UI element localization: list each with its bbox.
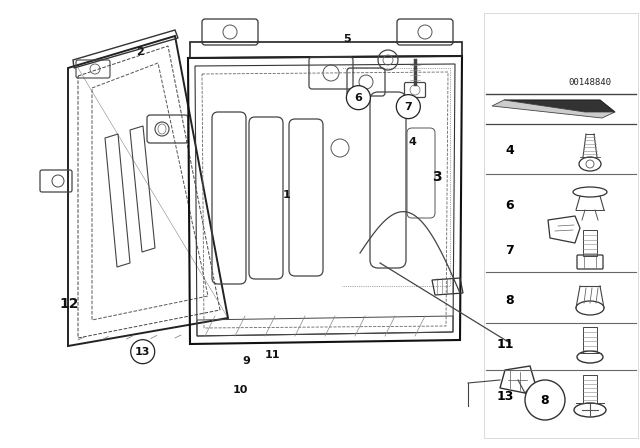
Polygon shape [492, 100, 615, 118]
Text: 5: 5 [343, 34, 351, 44]
Text: 6: 6 [506, 198, 514, 211]
Text: 4: 4 [409, 138, 417, 147]
Text: 12: 12 [60, 297, 79, 311]
Circle shape [131, 340, 155, 364]
Text: 8: 8 [506, 293, 514, 306]
Text: 13: 13 [135, 347, 150, 357]
Text: 1: 1 [283, 190, 291, 200]
Text: 7: 7 [505, 244, 514, 257]
Text: 2: 2 [136, 47, 143, 56]
Text: 13: 13 [497, 389, 514, 402]
Text: 00148840: 00148840 [568, 78, 611, 86]
Circle shape [346, 86, 371, 110]
Text: 10: 10 [232, 385, 248, 395]
Text: 7: 7 [404, 102, 412, 112]
Text: 9: 9 [243, 356, 250, 366]
Text: 11: 11 [264, 350, 280, 360]
Text: 11: 11 [497, 339, 514, 352]
Circle shape [396, 95, 420, 119]
Text: 3: 3 [431, 170, 442, 184]
Text: 6: 6 [355, 93, 362, 103]
Text: 8: 8 [541, 393, 549, 406]
Polygon shape [504, 100, 615, 112]
FancyBboxPatch shape [484, 13, 638, 438]
Circle shape [525, 380, 565, 420]
Text: 4: 4 [505, 143, 514, 156]
